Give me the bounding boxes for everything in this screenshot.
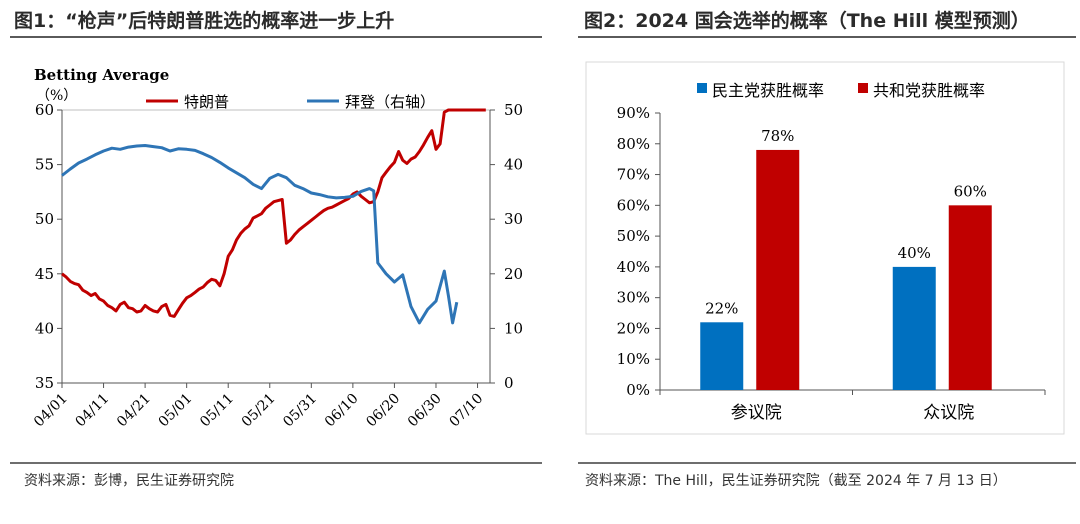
x-tick-label: 06/30	[405, 391, 445, 431]
bar-value-label: 40%	[898, 244, 931, 262]
legend-label-democrat: 民主党获胜概率	[712, 81, 824, 100]
x-tick-label: 06/20	[363, 391, 403, 431]
x-tick-label: 04/11	[73, 391, 113, 431]
democrat-bar	[700, 322, 744, 390]
bar-value-label: 78%	[761, 127, 794, 145]
bar-value-label: 22%	[705, 299, 738, 317]
legend-swatch-democrat	[697, 83, 707, 93]
bar-category-label: 参议院	[731, 403, 782, 423]
republican-bar	[948, 205, 992, 390]
legend-label-trump: 特朗普	[184, 93, 229, 111]
x-tick-label: 06/10	[322, 391, 362, 431]
right-source-rule	[578, 462, 1076, 464]
left-y-tick-label: 55	[35, 156, 54, 174]
right-bar-chart: 0% 10% 20% 30% 40% 50% 60% 70% 80% 90% 参议院 众议院 22% 7…	[585, 61, 1065, 435]
right-y-tick-label: 30	[504, 210, 523, 228]
legend-label-biden: 拜登（右轴）	[345, 93, 435, 111]
left-plot-frame	[61, 109, 491, 384]
betting-average-label: Betting Average	[34, 66, 169, 84]
bar-y-tick-label: 60%	[617, 196, 650, 214]
right-source-note: 资料来源：The Hill，民生证券研究院（截至 2024 年 7 月 13 日…	[585, 473, 1007, 489]
legend-label-republican: 共和党获胜概率	[873, 81, 985, 100]
bar-value-label: 60%	[954, 182, 987, 200]
left-chart-title: 图1：“枪声”后特朗普胜选的概率进一步上升	[14, 10, 395, 32]
left-line-chart: Betting Average （%） 35 40 45 50 55 60 0 10 20 30 4…	[31, 66, 523, 431]
right-chart-title: 图2：2024 国会选举的概率（The Hill 模型预测）	[584, 10, 1030, 32]
bar-y-tick-label: 30%	[617, 289, 650, 307]
right-title-rule	[578, 36, 1076, 38]
right-y-tick-label: 20	[504, 265, 523, 283]
left-y-tick-label: 60	[35, 101, 54, 119]
bar-y-tick-label: 80%	[617, 135, 650, 153]
x-tick-label: 05/31	[280, 391, 320, 431]
bar-y-tick-label: 20%	[617, 319, 650, 337]
x-tick-label: 04/01	[31, 391, 71, 431]
left-title-rule	[10, 36, 542, 38]
right-chart-border	[585, 61, 1065, 435]
x-tick-label: 04/21	[114, 391, 154, 431]
right-y-tick-label: 40	[504, 156, 523, 174]
left-source-note: 资料来源：彭博，民生证券研究院	[24, 473, 234, 489]
trump-series-line	[61, 108, 486, 318]
x-tick-label: 05/11	[197, 391, 237, 431]
bar-y-tick-label: 40%	[617, 258, 650, 276]
right-y-tick-label: 50	[504, 101, 523, 119]
republican-bar	[756, 149, 800, 390]
bar-category-label: 众议院	[923, 403, 974, 423]
right-y-tick-label: 0	[504, 374, 514, 392]
left-y-tick-label: 35	[35, 374, 54, 392]
left-y-unit-label: （%）	[36, 88, 77, 104]
right-y-tick-label: 10	[504, 319, 523, 337]
bar-y-tick-label: 70%	[617, 166, 650, 184]
x-tick-label: 05/21	[239, 391, 279, 431]
democrat-bar	[892, 266, 936, 390]
bar-y-tick-label: 10%	[617, 350, 650, 368]
left-y-tick-label: 40	[35, 319, 54, 337]
left-source-rule	[10, 462, 542, 464]
left-y-tick-label: 50	[35, 210, 54, 228]
x-tick-label: 07/10	[447, 391, 487, 431]
left-y-tick-label: 45	[35, 265, 54, 283]
biden-series-line	[61, 144, 459, 325]
bar-y-tick-label: 0%	[626, 381, 650, 399]
x-tick-label: 05/01	[156, 391, 196, 431]
bar-y-tick-label: 90%	[617, 104, 650, 122]
legend-swatch-republican	[858, 83, 868, 93]
bar-y-tick-label: 50%	[617, 227, 650, 245]
